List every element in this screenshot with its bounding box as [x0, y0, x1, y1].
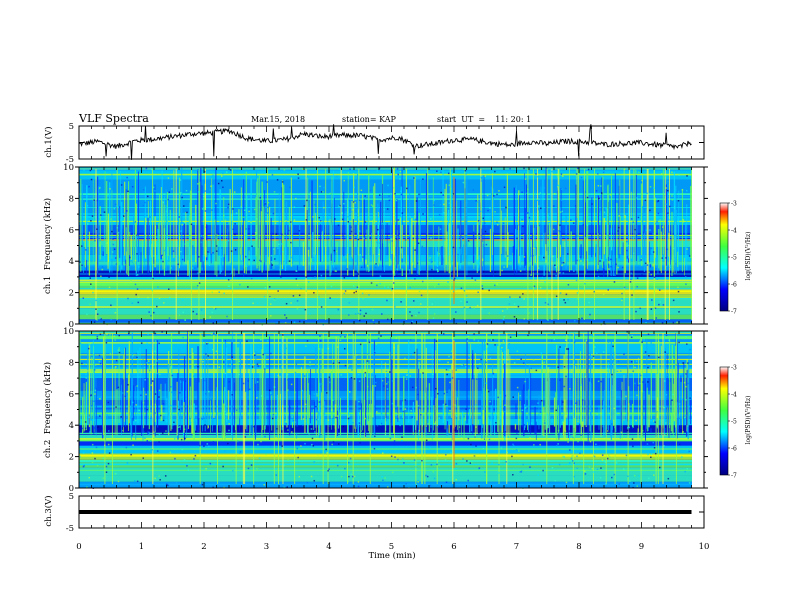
- colorbar-tick-label: -3: [731, 365, 737, 372]
- x-tick-label: 6: [451, 542, 456, 552]
- spectrogram-band: [79, 475, 704, 482]
- ch3-waveform-panel: 5 -5: [66, 492, 705, 534]
- spectrogram-band: [79, 467, 704, 476]
- x-tick-label: 3: [264, 542, 269, 552]
- spectrogram-no-data: [692, 331, 704, 488]
- ch2-colorbar: -3 -4 -5 -6 -7: [719, 365, 737, 480]
- y-tick-label: 8: [69, 194, 74, 204]
- spectrogram-band: [79, 283, 704, 290]
- spectrogram-no-data: [692, 167, 704, 324]
- y-tick-label: 6: [69, 226, 74, 236]
- y-tick-label: -5: [66, 155, 74, 165]
- colorbar-tick-label: -5: [731, 255, 737, 262]
- x-axis-label: Time (min): [368, 550, 415, 561]
- y-tick-label: 6: [69, 390, 74, 400]
- date-label: Mar.15, 2018: [251, 115, 305, 124]
- y-tick-label: 4: [69, 421, 74, 431]
- ch1-waveform-panel: 5 -5: [66, 122, 705, 165]
- spectrogram-band: [79, 294, 704, 299]
- ch2-colorbar-label: log(PSD)(V²/Hz): [745, 396, 752, 445]
- x-tick-label: 8: [576, 542, 581, 552]
- spectrogram-band: [79, 308, 704, 315]
- colorbar-tick-label: -4: [731, 228, 737, 235]
- spectrogram-band: [79, 298, 704, 309]
- y-tick-label: -5: [66, 524, 74, 534]
- ch2-spectrogram-ylabel: ch.2 Frequency (kHz): [42, 362, 53, 458]
- colorbar-tick-label: -6: [731, 282, 737, 289]
- ch1-signal-line: [79, 124, 692, 160]
- spectrogram-band: [79, 261, 704, 266]
- station-label: station= KAP: [342, 115, 397, 124]
- y-tick-label: 5: [69, 122, 74, 132]
- ch1-spectrogram-panel: 0 2 4 6 8 10: [63, 163, 708, 330]
- x-tick-label: 10: [699, 542, 710, 552]
- x-tick-label: 1: [139, 542, 144, 552]
- spectrogram-band: [79, 341, 704, 353]
- spectrogram-band: [79, 314, 704, 320]
- colorbar-gradient: [719, 202, 729, 312]
- y-tick-label: 2: [69, 453, 74, 463]
- x-tick-label: 2: [201, 542, 206, 552]
- spectrogram-band: [79, 434, 704, 441]
- time-axis: 0 1 2 3 4 5 6 7 8 9 10: [76, 126, 709, 552]
- y-tick-label: 10: [63, 327, 74, 337]
- ch1-spectrogram-ylabel: ch.1 Frequency (kHz): [42, 198, 53, 294]
- colorbar-tick-label: -7: [731, 309, 737, 316]
- colorbar-tick-label: -6: [731, 446, 737, 453]
- colorbar-tick-label: -5: [731, 419, 737, 426]
- y-tick-label: 8: [69, 358, 74, 368]
- ch3-ylabel: ch.3(V): [43, 495, 54, 526]
- colorbar-tick-label: -4: [731, 392, 737, 399]
- ch2-spectrogram-ylabel-text: ch.2 Frequency (kHz): [42, 362, 53, 458]
- x-tick-label: 7: [514, 542, 519, 552]
- colorbar-tick-label: -3: [731, 201, 737, 208]
- spectrogram-band: [79, 440, 704, 446]
- figure-title: VLF Spectra: [78, 112, 149, 125]
- spectrogram-sferics: [79, 167, 693, 326]
- x-tick-label: 5: [389, 542, 394, 552]
- ch2-spectrogram-panel: 0 2 4 6 8 10: [63, 327, 708, 494]
- y-tick-label: 5: [69, 492, 74, 502]
- y-tick-label: 0: [69, 484, 74, 494]
- y-tick-label: 2: [69, 289, 74, 299]
- ch1-colorbar-label: log(PSD)(V²/Hz): [745, 232, 752, 281]
- y-tick-label: 10: [63, 163, 74, 173]
- colorbar-tick-label: -7: [731, 473, 737, 480]
- ch1-ylabel: ch.1(V): [43, 126, 54, 157]
- spectrogram-sferics: [79, 331, 693, 490]
- ch1-colorbar: -3 -4 -5 -6 -7: [719, 201, 737, 316]
- x-tick-label: 4: [326, 542, 331, 552]
- colorbar-gradient: [719, 366, 729, 476]
- start-time-label: start UT = 11: 20: 1: [437, 115, 531, 124]
- spectrogram-band: [79, 425, 704, 435]
- y-tick-label: 0: [69, 320, 74, 330]
- ch1-spectrogram-ylabel-text: ch.1 Frequency (kHz): [42, 198, 53, 294]
- spectrogram-band: [79, 179, 704, 194]
- spectrogram-band: [79, 265, 704, 271]
- y-tick-label: 4: [69, 257, 74, 267]
- x-tick-label: 0: [76, 542, 81, 552]
- x-tick-label: 9: [639, 542, 644, 552]
